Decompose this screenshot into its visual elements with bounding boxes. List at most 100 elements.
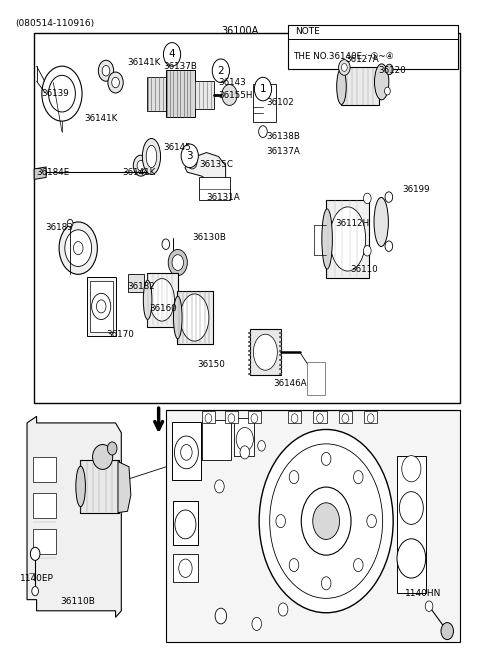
Text: 36141K: 36141K <box>128 58 161 67</box>
Circle shape <box>385 241 393 251</box>
Circle shape <box>276 514 286 527</box>
Bar <box>90 281 113 332</box>
Bar <box>288 25 458 70</box>
Circle shape <box>259 430 393 613</box>
Ellipse shape <box>322 209 332 269</box>
Circle shape <box>48 75 75 112</box>
Text: THE NO.36140E : ①~④: THE NO.36140E : ①~④ <box>293 52 393 61</box>
Circle shape <box>367 514 376 527</box>
Circle shape <box>228 414 235 423</box>
Text: 2: 2 <box>217 66 224 75</box>
Ellipse shape <box>336 68 346 104</box>
Text: 36150: 36150 <box>197 359 225 369</box>
Circle shape <box>65 230 92 266</box>
Bar <box>166 70 194 117</box>
Circle shape <box>163 43 180 66</box>
Text: 36143: 36143 <box>218 78 246 87</box>
Text: 36137B: 36137B <box>163 62 197 71</box>
Text: 36184E: 36184E <box>36 168 70 176</box>
Circle shape <box>172 255 183 270</box>
Polygon shape <box>118 462 131 512</box>
Text: 36130B: 36130B <box>192 233 226 242</box>
Bar <box>250 329 281 375</box>
Circle shape <box>385 64 393 75</box>
Circle shape <box>301 487 351 555</box>
Circle shape <box>399 491 423 524</box>
Polygon shape <box>27 417 121 617</box>
Text: 36170: 36170 <box>106 330 134 339</box>
Bar <box>173 501 198 545</box>
Circle shape <box>175 510 196 539</box>
Circle shape <box>108 442 117 455</box>
Polygon shape <box>34 167 46 179</box>
Circle shape <box>363 193 371 203</box>
Circle shape <box>258 441 265 451</box>
Bar <box>313 411 326 423</box>
Circle shape <box>215 608 227 624</box>
Circle shape <box>441 623 454 640</box>
Bar <box>128 274 144 292</box>
Bar <box>248 411 261 423</box>
Circle shape <box>96 300 106 313</box>
Text: (080514-110916): (080514-110916) <box>15 19 94 28</box>
Bar <box>364 411 377 423</box>
Text: 36183: 36183 <box>45 223 73 232</box>
Circle shape <box>353 470 363 483</box>
Text: 36138B: 36138B <box>266 133 300 141</box>
Text: 36141K: 36141K <box>84 114 118 123</box>
Circle shape <box>367 414 374 423</box>
Polygon shape <box>166 410 460 642</box>
Bar <box>199 177 230 200</box>
Text: 36127A: 36127A <box>345 55 379 64</box>
Circle shape <box>289 558 299 571</box>
Bar <box>326 199 369 278</box>
Bar <box>173 554 198 582</box>
Ellipse shape <box>330 207 366 271</box>
Text: 36131A: 36131A <box>206 193 240 201</box>
Circle shape <box>363 245 371 256</box>
Text: 36139: 36139 <box>41 89 69 98</box>
Text: NOTE: NOTE <box>295 27 320 36</box>
Text: 36145: 36145 <box>163 144 191 152</box>
Circle shape <box>214 178 223 192</box>
Circle shape <box>179 559 192 577</box>
Text: 36137A: 36137A <box>266 147 300 155</box>
Circle shape <box>30 547 40 560</box>
Circle shape <box>168 249 187 276</box>
Text: 3: 3 <box>186 151 193 161</box>
Circle shape <box>259 126 267 138</box>
Circle shape <box>278 603 288 616</box>
Bar <box>338 411 352 423</box>
Text: 36110B: 36110B <box>60 597 96 606</box>
Bar <box>147 273 178 327</box>
Text: 36160: 36160 <box>149 304 177 313</box>
Text: 1140HN: 1140HN <box>405 588 442 598</box>
Text: 36141K: 36141K <box>123 168 156 176</box>
Circle shape <box>402 456 421 482</box>
Bar <box>33 529 56 554</box>
Ellipse shape <box>150 279 174 321</box>
Circle shape <box>180 445 192 461</box>
Circle shape <box>385 192 393 202</box>
Circle shape <box>252 617 262 630</box>
Circle shape <box>108 72 123 93</box>
Bar <box>253 84 276 122</box>
Bar <box>33 493 56 518</box>
Circle shape <box>322 577 331 590</box>
Circle shape <box>181 144 198 168</box>
Ellipse shape <box>146 146 157 168</box>
Circle shape <box>112 77 120 88</box>
Text: 36155H: 36155H <box>218 91 253 100</box>
Circle shape <box>353 558 363 571</box>
Circle shape <box>251 414 258 423</box>
Circle shape <box>102 66 110 76</box>
Polygon shape <box>185 153 226 187</box>
Circle shape <box>342 414 348 423</box>
Ellipse shape <box>144 280 152 319</box>
Circle shape <box>137 161 145 171</box>
Circle shape <box>338 60 350 75</box>
Circle shape <box>32 586 38 596</box>
Ellipse shape <box>143 138 160 174</box>
Circle shape <box>98 60 114 81</box>
Circle shape <box>212 59 229 83</box>
